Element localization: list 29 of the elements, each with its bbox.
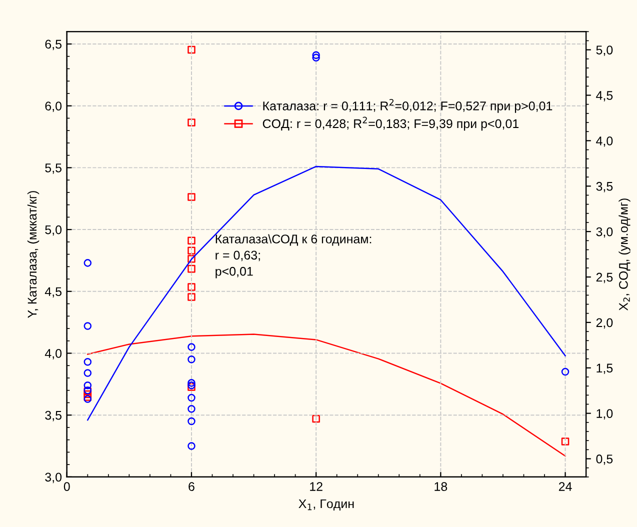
y-tick-label: 6,5	[45, 40, 62, 50]
y-tick-label: 3,5	[45, 410, 62, 422]
y2-tick-label: 5,0	[596, 46, 613, 56]
y2-tick-label: 0,5	[596, 454, 613, 465]
x-tick-label: 12	[310, 482, 322, 491]
y2-tick-label: 2,0	[596, 318, 613, 329]
y2-axis-title: X$_{2}$, СОД, (ум.од/мг)	[618, 198, 630, 310]
x-tick-label: 18	[434, 482, 448, 491]
y2-tick-label: 2,5	[596, 272, 613, 284]
x-axis-title: X$_{1}$, Годин	[298, 499, 354, 511]
legend-label: СОД: r = 0,428; R$^{2}$=0,183; F=9,39 при p<0,01	[262, 116, 519, 131]
y2-tick-label: 1,0	[596, 409, 613, 420]
y2-tick-label: 3,0	[596, 227, 613, 238]
y2-tick-label: 3,5	[596, 182, 613, 192]
y-tick-label: 5,0	[45, 225, 62, 236]
y-tick-label: 3,0	[45, 472, 62, 484]
x-tick-label: 0	[64, 482, 70, 491]
y-tick-label: 5,5	[45, 164, 62, 174]
legend-label: Каталаза: r = 0,111; R$^{2}$=0,012; F=0,527 при p>0,01	[263, 98, 552, 113]
x-tick-label: 6	[188, 482, 194, 491]
y-axis-title: Y, Каталаза, (мккат/кг)	[27, 191, 40, 318]
y2-tick-label: 4,5	[596, 91, 613, 102]
y2-tick-label: 1,5	[596, 364, 613, 374]
x-tick-label: 24	[558, 482, 572, 491]
y2-tick-label: 4,0	[596, 136, 613, 147]
y-tick-label: 4,5	[44, 287, 62, 298]
y-tick-label: 6,0	[45, 102, 62, 112]
y-tick-label: 4,0	[44, 349, 62, 360]
annotation: Каталаза\СОД к 6 годинам: r = 0,63; p<0,01	[216, 234, 372, 278]
